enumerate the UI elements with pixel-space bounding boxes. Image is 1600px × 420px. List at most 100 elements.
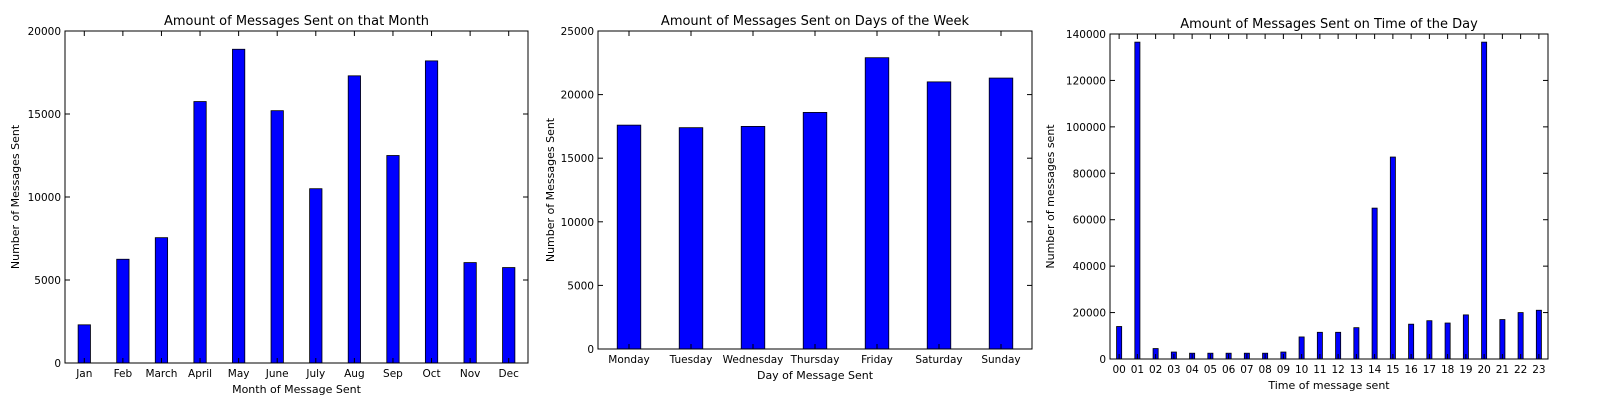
x-axis-label: Time of message sent — [1267, 379, 1390, 392]
x-tick-label: 06 — [1222, 364, 1236, 376]
bar-hour-15 — [1389, 156, 1396, 360]
y-tick-label: 100000 — [1066, 122, 1106, 134]
bar-hour-23 — [1535, 309, 1542, 360]
bar-month-1 — [116, 258, 130, 364]
y-axis-label: Number of Messages Sent — [9, 124, 22, 269]
x-tick-label: 08 — [1258, 364, 1271, 376]
bar-month-0 — [77, 324, 91, 364]
x-tick-label: 09 — [1277, 364, 1290, 376]
x-tick-label: 02 — [1149, 364, 1162, 376]
x-tick-label: 03 — [1167, 364, 1180, 376]
chart-hour: 0 20000 40000 60000 80000 100000 120000 140000 0… — [1044, 17, 1549, 392]
x-tick-label: 07 — [1240, 364, 1253, 376]
y-tick-label: 40000 — [1073, 261, 1106, 273]
bar-hour-19 — [1462, 314, 1469, 360]
x-tick-label: Aug — [344, 368, 365, 380]
x-tick-label: 20 — [1477, 364, 1490, 376]
bar-weekday-0 — [616, 124, 642, 350]
bar-hour-16 — [1408, 323, 1415, 360]
bar-month-3 — [193, 101, 207, 364]
bar-weekday-5 — [926, 81, 952, 350]
x-tick-label: 17 — [1423, 364, 1436, 376]
x-tick-label: 22 — [1514, 364, 1527, 376]
y-tick-label: 20000 — [28, 26, 61, 38]
bar-weekday-3 — [802, 112, 828, 350]
bar-weekday-4 — [864, 57, 890, 350]
x-tick-label: 16 — [1404, 364, 1418, 376]
y-tick-label: 5000 — [34, 275, 61, 287]
y-axis-label: Number of Messages Sent — [544, 117, 557, 262]
x-tick-label: June — [265, 368, 289, 380]
y-tick-label: 10000 — [561, 217, 594, 229]
x-tick-label: Dec — [499, 368, 520, 380]
x-tick-label: 23 — [1532, 364, 1545, 376]
y-tick-label: 20000 — [561, 90, 594, 102]
x-tick-label: 18 — [1441, 364, 1454, 376]
bar-month-5 — [270, 110, 284, 364]
y-tick-label: 120000 — [1066, 75, 1106, 87]
x-tick-label: Friday — [861, 354, 893, 366]
bar-hour-21 — [1499, 319, 1506, 360]
x-tick-label: May — [228, 368, 250, 380]
chart-title: Amount of Messages Sent on that Month — [164, 14, 429, 29]
bar-month-6 — [309, 188, 323, 364]
y-tick-label: 10000 — [28, 192, 61, 204]
chart-title: Amount of Messages Sent on Time of the D… — [1180, 17, 1478, 32]
x-tick-label: Oct — [422, 368, 440, 380]
bar-hour-22 — [1517, 312, 1524, 360]
x-tick-label: Sunday — [981, 354, 1020, 366]
x-tick-label: 01 — [1131, 364, 1144, 376]
bar-hour-20 — [1481, 41, 1488, 360]
x-tick-label: 13 — [1350, 364, 1363, 376]
x-tick-label: Wednesday — [723, 354, 784, 366]
bar-weekday-6 — [988, 77, 1014, 350]
x-tick-label: 11 — [1313, 364, 1326, 376]
bar-weekday-2 — [740, 126, 766, 350]
y-tick-label: 15000 — [561, 153, 594, 165]
x-tick-label: 00 — [1112, 364, 1125, 376]
y-tick-label: 140000 — [1066, 29, 1106, 41]
x-tick-label: Sep — [383, 368, 403, 380]
x-tick-label: 10 — [1295, 364, 1308, 376]
y-axis-label: Number of messages sent — [1044, 124, 1057, 269]
y-tick-label: 0 — [587, 344, 594, 356]
x-tick-label: Feb — [114, 368, 133, 380]
x-tick-label: July — [305, 368, 325, 380]
x-tick-label: Jan — [75, 368, 92, 380]
chart-title: Amount of Messages Sent on Days of the W… — [661, 14, 970, 29]
x-tick-label: April — [188, 368, 212, 380]
chart-month: 0 5000 10000 15000 20000 Jan Feb March April May J… — [9, 14, 529, 396]
bar-month-8 — [386, 155, 400, 364]
x-tick-label: 14 — [1368, 364, 1382, 376]
y-tick-label: 80000 — [1073, 168, 1106, 180]
x-tick-label: 05 — [1204, 364, 1217, 376]
bar-hour-1 — [1134, 41, 1141, 360]
bar-month-11 — [502, 267, 516, 364]
y-tick-label: 5000 — [567, 280, 594, 292]
x-tick-label: Monday — [608, 354, 649, 366]
y-tick-label: 0 — [1099, 354, 1106, 366]
y-tick-label: 20000 — [1073, 308, 1106, 320]
bar-month-9 — [424, 60, 439, 364]
x-tick-label: 19 — [1459, 364, 1472, 376]
plot-frame — [1109, 33, 1549, 360]
x-tick-label: Thursday — [790, 354, 840, 366]
plot-frame — [64, 30, 529, 364]
x-tick-label: Nov — [460, 368, 481, 380]
bar-month-2 — [154, 237, 169, 364]
x-tick-label: Saturday — [915, 354, 962, 366]
x-tick-label: March — [145, 368, 177, 380]
y-tick-label: 15000 — [28, 109, 61, 121]
x-tick-label: 12 — [1331, 364, 1344, 376]
y-tick-label: 0 — [54, 358, 61, 370]
bar-hour-14 — [1371, 207, 1378, 360]
bar-weekday-1 — [678, 127, 704, 350]
y-tick-label: 60000 — [1073, 215, 1106, 227]
x-axis-label: Day of Message Sent — [757, 369, 874, 382]
x-tick-label: 15 — [1386, 364, 1399, 376]
chart-weekday: 0 5000 10000 15000 20000 25000 Monday Tuesday We… — [544, 14, 1033, 382]
x-tick-label: 04 — [1185, 364, 1199, 376]
x-tick-label: 21 — [1496, 364, 1509, 376]
y-tick-label: 25000 — [561, 26, 594, 38]
